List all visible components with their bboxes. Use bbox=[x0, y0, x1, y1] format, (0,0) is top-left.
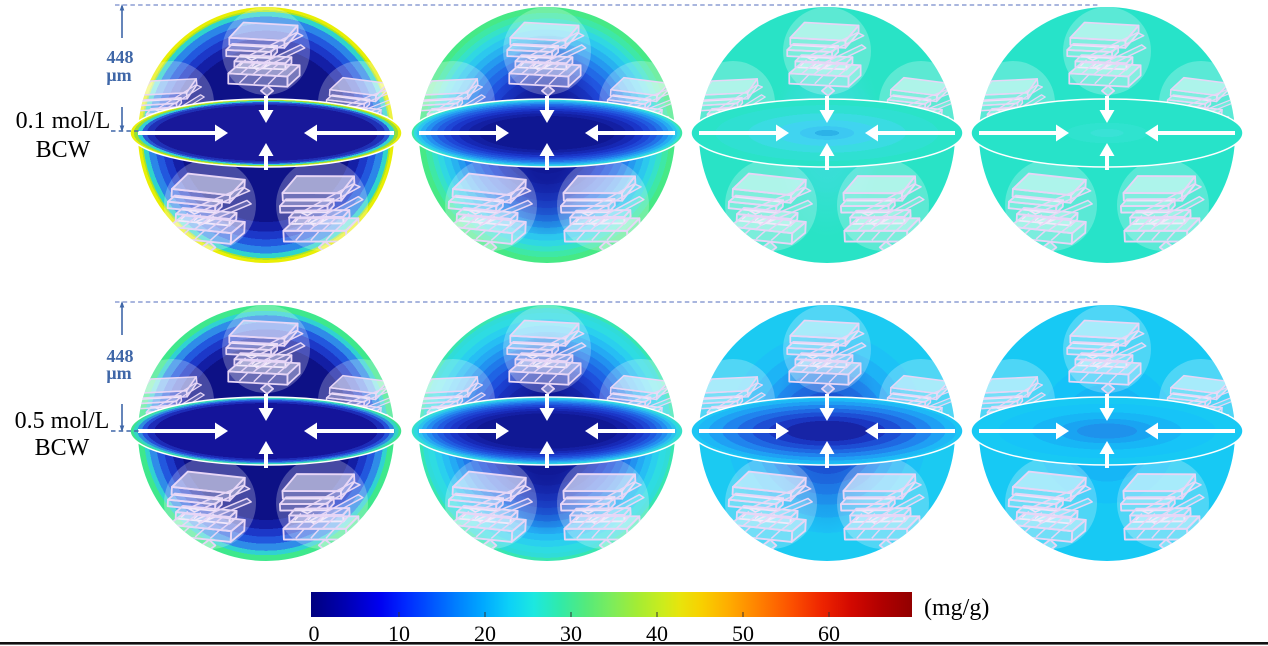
svg-text:30: 30 bbox=[560, 621, 582, 646]
svg-text:50: 50 bbox=[732, 621, 754, 646]
svg-text:0.1 mol/L: 0.1 mol/L bbox=[16, 108, 111, 134]
svg-text:40: 40 bbox=[646, 621, 668, 646]
svg-text:0: 0 bbox=[309, 621, 320, 646]
svg-text:μm: μm bbox=[106, 65, 131, 85]
svg-text:BCW: BCW bbox=[36, 137, 91, 163]
svg-text:BCW: BCW bbox=[35, 435, 90, 461]
svg-text:60: 60 bbox=[818, 621, 840, 646]
svg-text:448: 448 bbox=[107, 47, 134, 67]
svg-text:10: 10 bbox=[388, 621, 410, 646]
svg-text:μm: μm bbox=[106, 363, 131, 383]
svg-text:0.5 mol/L: 0.5 mol/L bbox=[15, 408, 110, 434]
svg-text:(mg/g): (mg/g) bbox=[924, 595, 989, 621]
svg-text:448: 448 bbox=[107, 346, 134, 366]
svg-text:20: 20 bbox=[474, 621, 496, 646]
